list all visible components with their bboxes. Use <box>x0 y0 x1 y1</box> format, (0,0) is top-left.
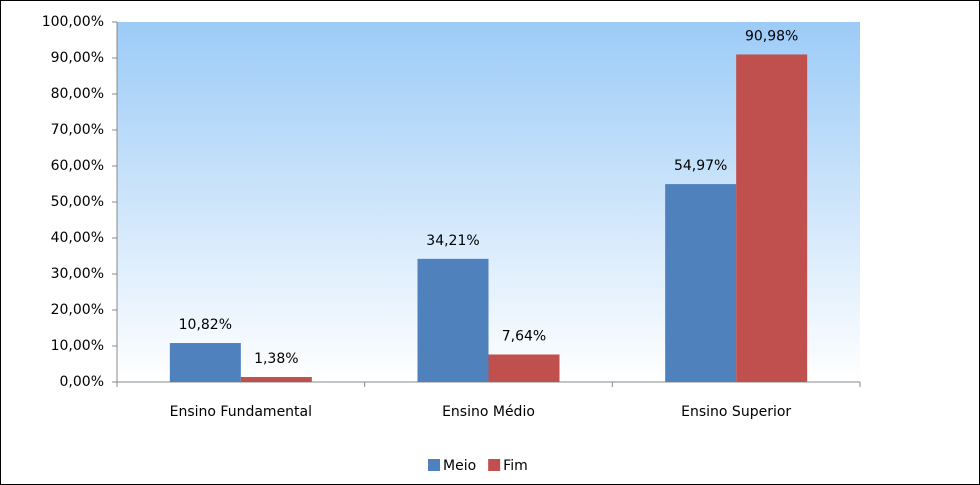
y-tick-label: 10,00% <box>51 338 104 354</box>
y-tick-label: 30,00% <box>51 266 104 282</box>
bar <box>240 377 312 382</box>
bar <box>417 258 489 382</box>
x-tick-label: Ensino Superior <box>681 404 791 420</box>
legend-swatch <box>488 459 501 471</box>
legend-swatch <box>428 459 440 471</box>
y-tick-label: 80,00% <box>51 86 104 102</box>
bar <box>169 343 241 382</box>
data-label: 34,21% <box>426 233 479 249</box>
x-tick-label: Ensino Médio <box>442 404 535 420</box>
bar <box>665 184 737 382</box>
data-label: 54,97% <box>674 158 727 174</box>
y-tick-label: 50,00% <box>51 194 104 210</box>
y-tick-label: 70,00% <box>51 122 104 138</box>
y-tick-label: 90,00% <box>51 50 104 66</box>
legend-label: Fim <box>503 458 528 474</box>
y-tick-label: 40,00% <box>51 230 104 246</box>
data-label: 10,82% <box>179 317 232 333</box>
data-label: 7,64% <box>502 328 546 344</box>
data-label: 1,38% <box>254 351 298 367</box>
bar <box>488 354 560 382</box>
data-label: 90,98% <box>745 28 798 44</box>
y-tick-label: 60,00% <box>51 158 104 174</box>
y-tick-label: 20,00% <box>51 302 104 318</box>
y-tick-label: 0,00% <box>60 374 104 390</box>
y-tick-label: 100,00% <box>42 14 104 30</box>
legend-label: Meio <box>443 458 476 474</box>
bar <box>736 54 808 383</box>
x-tick-label: Ensino Fundamental <box>170 404 312 420</box>
